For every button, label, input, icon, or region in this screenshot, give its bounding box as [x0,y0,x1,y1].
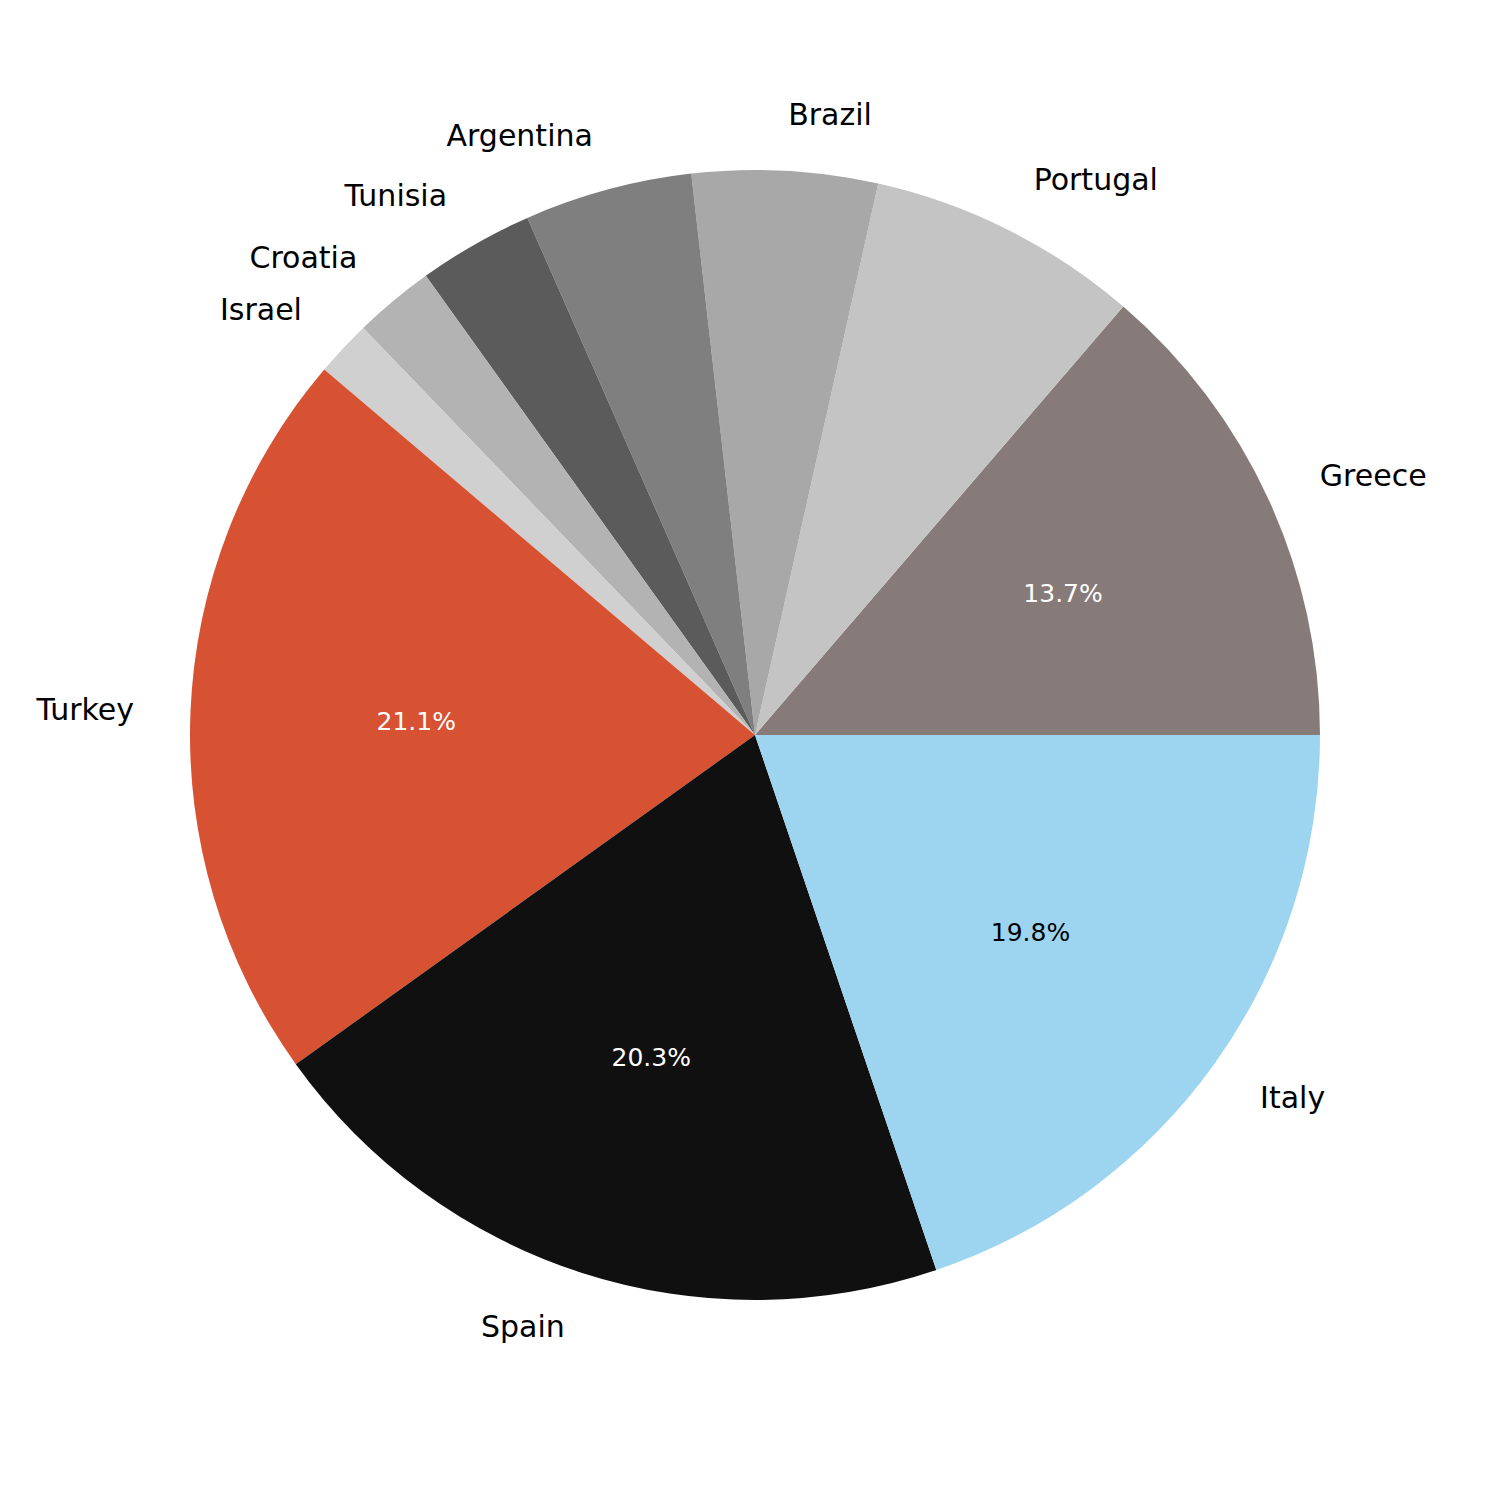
svg-text:Italy: Italy [1260,1080,1325,1115]
svg-text:Greece: Greece [1320,458,1427,493]
svg-text:Argentina: Argentina [447,118,593,153]
svg-text:13.7%: 13.7% [1023,579,1102,608]
svg-text:19.8%: 19.8% [991,918,1070,947]
svg-text:20.3%: 20.3% [612,1043,691,1072]
svg-text:Turkey: Turkey [35,692,134,727]
svg-text:Portugal: Portugal [1034,162,1158,197]
svg-text:Brazil: Brazil [788,97,872,132]
svg-text:Israel: Israel [220,292,302,327]
svg-text:21.1%: 21.1% [377,707,456,736]
svg-text:Spain: Spain [481,1309,565,1344]
svg-text:Tunisia: Tunisia [344,178,447,213]
svg-text:Croatia: Croatia [249,240,357,275]
